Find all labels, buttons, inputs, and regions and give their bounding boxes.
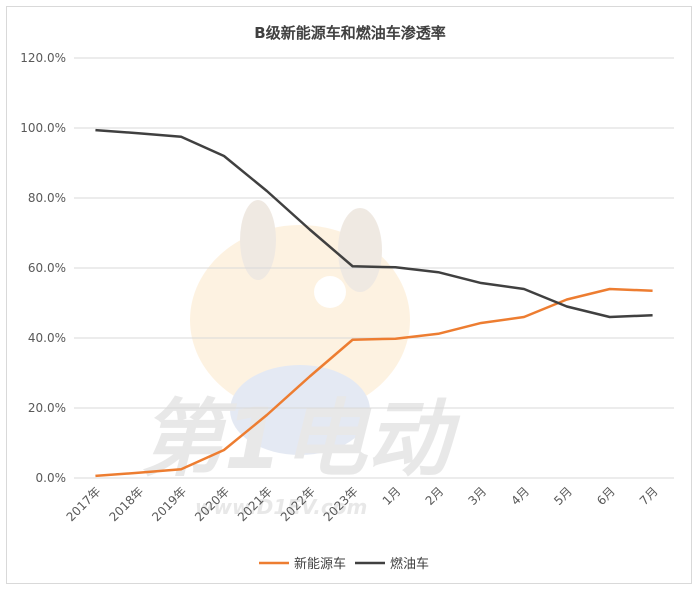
watermark-url-text: www.D1EV.com [195,495,367,519]
y-tick-label: 0.0% [36,471,67,485]
series-lines [95,128,653,478]
legend-label-new-energy: 新能源车 [294,556,346,572]
x-tick-label: 7月 [637,484,661,508]
chart-title: B级新能源车和燃油车渗透率 [254,24,445,42]
x-tick-label: 6月 [594,484,618,508]
watermark-logo: 第1电动 www.D1EV.com [140,200,460,519]
x-tick-label: 3月 [465,484,489,508]
y-tick-label: 60.0% [28,261,66,275]
legend-label-fuel: 燃油车 [390,556,429,572]
y-axis-ticks: 0.0% 20.0% 40.0% 60.0% 80.0% 100.0% 120.0% [20,51,66,485]
x-tick-label: 5月 [551,484,575,508]
x-tick-label: 2019年 [149,484,189,524]
x-tick-label: 2017年 [64,484,104,524]
series-line-1 [95,128,653,319]
chart-frame [6,6,692,584]
legend: 新能源车 燃油车 [259,556,429,572]
y-tick-label: 40.0% [28,331,66,345]
watermark-logo-text: 第1电动 [140,390,460,488]
y-tick-label: 100.0% [20,121,66,135]
y-tick-label: 20.0% [28,401,66,415]
y-tick-label: 80.0% [28,191,66,205]
x-tick-label: 4月 [508,484,532,508]
y-tick-label: 120.0% [20,51,66,65]
x-tick-label: 2018年 [106,484,146,524]
